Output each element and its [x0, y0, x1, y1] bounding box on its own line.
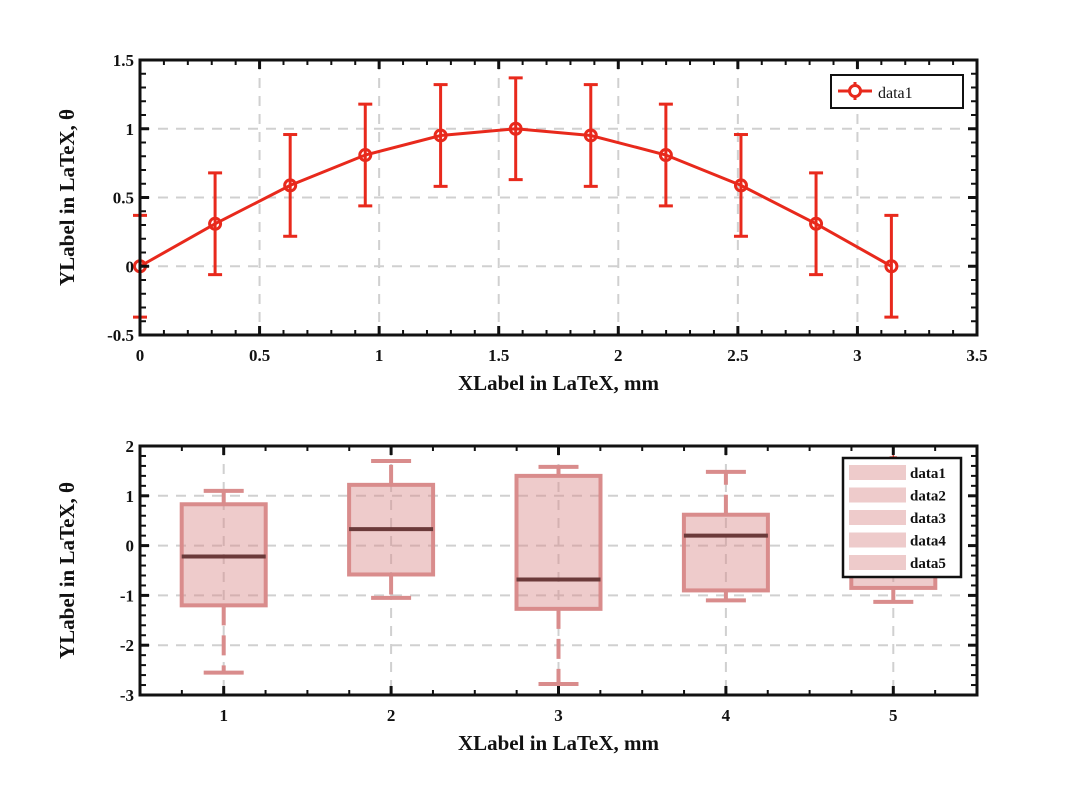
legend-label: data4 [910, 534, 946, 550]
legend-swatch [849, 487, 906, 503]
box-body [681, 512, 770, 593]
legend-label: data1 [910, 466, 946, 482]
data-point [283, 178, 298, 193]
y-tick-label: 0.5 [113, 189, 134, 208]
legend-label: data2 [910, 489, 946, 505]
y-tick-label: 0 [126, 257, 135, 276]
y-tick-label: -1 [120, 586, 134, 605]
legend: data1 data2 data3 data4 data5 [841, 456, 963, 579]
legend-swatch [849, 555, 906, 570]
x-tick-label: 1 [375, 346, 384, 365]
data-point [358, 148, 373, 163]
data-point [809, 216, 824, 231]
x-tick-label: 0.5 [249, 346, 270, 365]
y-tick-label: 1 [126, 120, 135, 139]
y-axis-label: YLabel in LaTeX, θ [55, 109, 79, 286]
y-axis-label: YLabel in LaTeX, θ [55, 482, 79, 659]
x-tick-label: 5 [889, 706, 898, 725]
x-tick-label: 2.5 [727, 346, 748, 365]
box-data4 [681, 469, 770, 603]
y-tick-label: 0 [126, 537, 135, 556]
x-tick-label: 4 [722, 706, 731, 725]
box-data3 [514, 464, 603, 687]
y-tick-label: 1 [126, 487, 135, 506]
data-point [508, 121, 523, 136]
data-point [658, 148, 673, 163]
x-tick-label: 1 [219, 706, 228, 725]
x-tick-label: 2 [614, 346, 623, 365]
box-data2 [347, 458, 436, 600]
y-tick-label: -0.5 [107, 326, 134, 345]
legend-swatch [849, 510, 906, 525]
y-tick-label: 2 [126, 437, 135, 456]
x-tick-label: 3.5 [966, 346, 987, 365]
x-tick-label: 2 [387, 706, 396, 725]
y-tick-label: -3 [120, 686, 134, 705]
legend-swatch [849, 465, 906, 480]
x-tick-label: 3 [554, 706, 563, 725]
data-point [208, 216, 223, 231]
data-point [884, 259, 899, 274]
x-tick-label: 0 [136, 346, 145, 365]
legend-label: data5 [910, 556, 946, 572]
data-point [433, 128, 448, 143]
x-axis-label: XLabel in LaTeX, mm [458, 731, 660, 755]
box-data1 [179, 488, 268, 675]
x-tick-label: 1.5 [488, 346, 509, 365]
data-point [733, 178, 748, 193]
x-axis-label: XLabel in LaTeX, mm [458, 371, 660, 395]
legend-box [841, 456, 963, 579]
legend-swatch [849, 532, 906, 548]
legend-label: data1 [878, 85, 913, 102]
legend-marker [848, 84, 862, 98]
data-point [583, 128, 598, 143]
x-tick-label: 3 [853, 346, 862, 365]
legend: data1 [830, 74, 964, 109]
y-tick-label: -2 [120, 636, 134, 655]
y-tick-label: 1.5 [113, 51, 134, 70]
legend-label: data3 [910, 511, 946, 527]
box-body [514, 473, 603, 611]
